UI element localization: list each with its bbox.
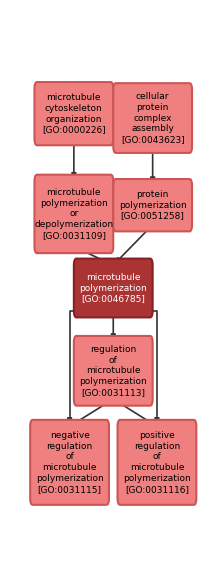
FancyBboxPatch shape <box>118 420 196 505</box>
Text: microtubule
polymerization
or
depolymerization
[GO:0031109]: microtubule polymerization or depolymeri… <box>34 188 113 240</box>
Text: negative
regulation
of
microtubule
polymerization
[GO:0031115]: negative regulation of microtubule polym… <box>36 431 103 494</box>
Text: microtubule
cytoskeleton
organization
[GO:0000226]: microtubule cytoskeleton organization [G… <box>42 93 106 134</box>
FancyBboxPatch shape <box>113 83 192 153</box>
Text: positive
regulation
of
microtubule
polymerization
[GO:0031116]: positive regulation of microtubule polym… <box>123 431 191 494</box>
FancyBboxPatch shape <box>34 82 113 145</box>
Text: regulation
of
microtubule
polymerization
[GO:0031113]: regulation of microtubule polymerization… <box>79 345 147 397</box>
Text: protein
polymerization
[GO:0051258]: protein polymerization [GO:0051258] <box>119 190 187 220</box>
FancyBboxPatch shape <box>34 175 113 253</box>
Text: microtubule
polymerization
[GO:0046785]: microtubule polymerization [GO:0046785] <box>79 273 147 303</box>
FancyBboxPatch shape <box>113 179 192 231</box>
FancyBboxPatch shape <box>30 420 109 505</box>
FancyBboxPatch shape <box>74 336 153 406</box>
FancyBboxPatch shape <box>74 259 153 318</box>
Text: cellular
protein
complex
assembly
[GO:0043623]: cellular protein complex assembly [GO:00… <box>121 92 185 144</box>
